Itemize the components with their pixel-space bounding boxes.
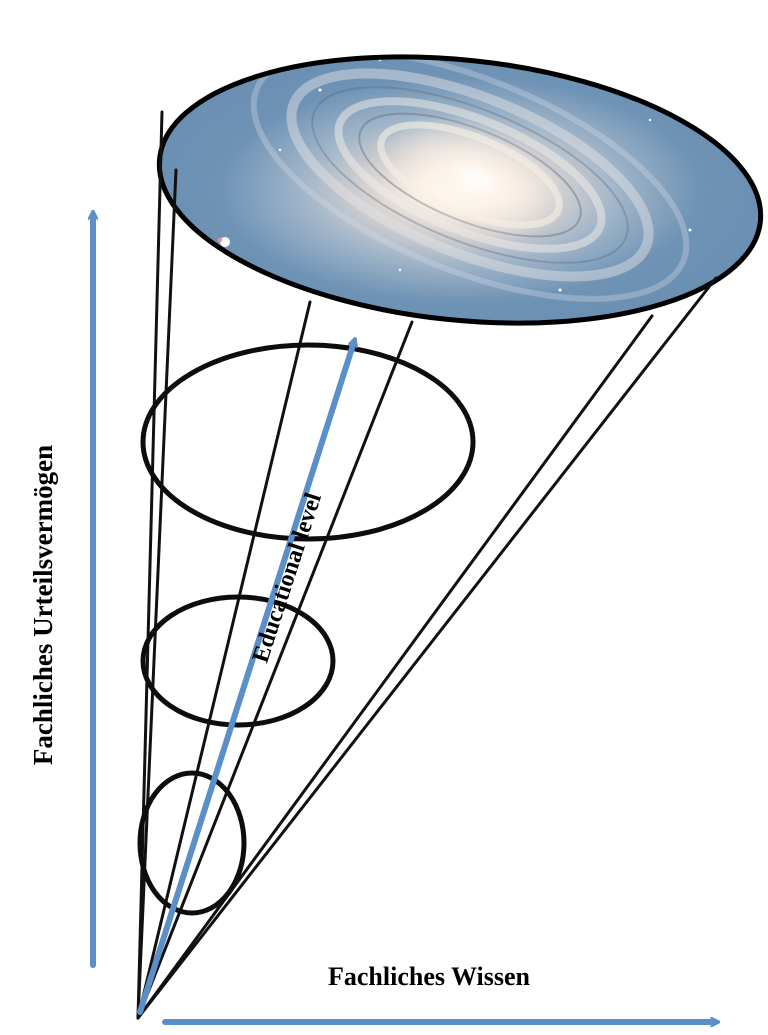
axis-arrows [93, 215, 715, 1022]
educational-level-arrow [137, 342, 354, 1015]
cone-cross-sections [137, 342, 476, 916]
cross-section-large [140, 342, 476, 542]
y-axis-label: Fachliches Urteilsvermögen [28, 445, 58, 765]
cross-section-medium [140, 594, 336, 728]
x-axis-label: Fachliches Wissen [328, 962, 531, 991]
cross-section-small [137, 770, 247, 916]
galaxy-image [146, 40, 768, 340]
